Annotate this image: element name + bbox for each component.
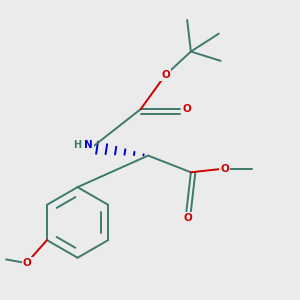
Text: O: O <box>23 258 32 268</box>
Text: O: O <box>184 213 193 223</box>
Text: H: H <box>73 140 81 150</box>
Text: N: N <box>84 140 93 150</box>
Text: O: O <box>161 70 170 80</box>
Text: O: O <box>182 104 191 114</box>
Text: O: O <box>220 164 229 174</box>
